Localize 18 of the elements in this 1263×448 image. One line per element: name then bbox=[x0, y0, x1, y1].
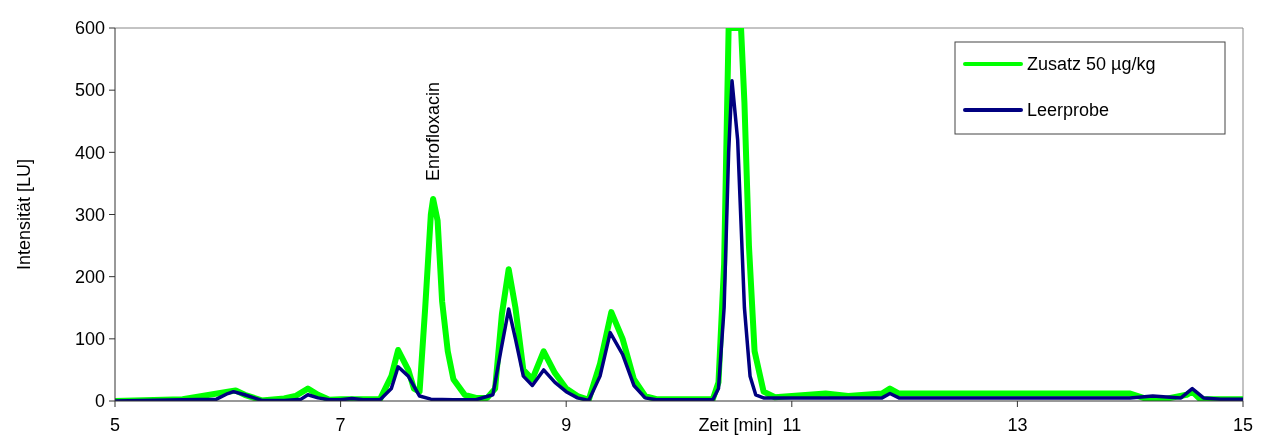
y-tick-label: 600 bbox=[74, 18, 105, 39]
y-tick-label: 0 bbox=[94, 391, 105, 412]
legend-label: Leerprobe bbox=[1027, 100, 1110, 121]
x-tick-label: 11 bbox=[782, 415, 802, 435]
annotation: Enrofloxacin bbox=[423, 81, 444, 181]
x-tick-label: 9 bbox=[561, 415, 572, 435]
x-axis-title: Zeit [min] bbox=[698, 415, 773, 435]
x-tick-label: 7 bbox=[335, 415, 346, 435]
y-axis-title: Intensität [LU] bbox=[14, 158, 34, 271]
x-tick-label: 5 bbox=[109, 415, 121, 435]
x-tick-label: 13 bbox=[1007, 415, 1028, 435]
y-tick-label: 400 bbox=[74, 142, 105, 163]
y-tick-label: 500 bbox=[74, 80, 105, 101]
y-tick-label: 200 bbox=[74, 266, 105, 287]
x-tick-label: 15 bbox=[1232, 415, 1254, 435]
y-tick-label: 300 bbox=[74, 204, 105, 225]
y-tick-label: 100 bbox=[74, 329, 105, 350]
legend-label: Zusatz 50 µg/kg bbox=[1027, 54, 1156, 75]
